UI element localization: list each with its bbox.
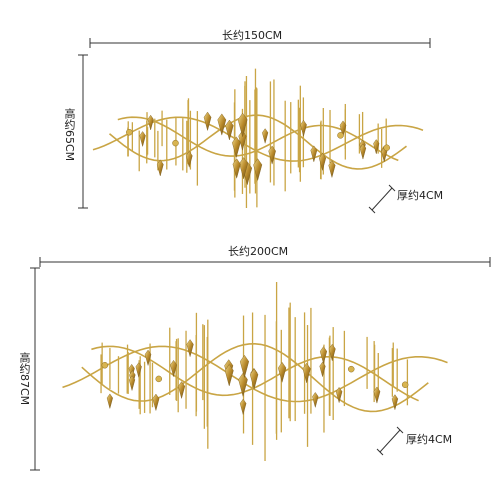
length-label: 长约150CM bbox=[222, 29, 283, 42]
crystal-drop bbox=[335, 386, 343, 404]
brass-bead bbox=[155, 375, 162, 383]
crystal-drop bbox=[170, 359, 177, 378]
crystal-drop bbox=[232, 136, 241, 159]
brass-bead bbox=[126, 129, 133, 136]
length-label: 长约200CM bbox=[228, 245, 289, 258]
crystal-drop bbox=[178, 381, 186, 400]
crystal-drop bbox=[319, 346, 328, 365]
crystal-drop bbox=[135, 362, 142, 379]
brass-bead bbox=[348, 365, 355, 373]
crystal-drop bbox=[239, 354, 250, 379]
brass-bead bbox=[383, 144, 390, 151]
crystal-drop bbox=[319, 361, 326, 378]
thickness-label: 厚约4CM bbox=[397, 189, 444, 202]
crystal-drop bbox=[328, 343, 336, 362]
brass-wave bbox=[117, 116, 399, 162]
brass-wave bbox=[81, 342, 429, 413]
crystal-drop bbox=[147, 114, 154, 131]
crystal-drop bbox=[232, 158, 241, 179]
crystal-drop bbox=[217, 113, 227, 136]
crystal-drop bbox=[391, 394, 399, 411]
crystal-drop bbox=[186, 339, 194, 358]
crystal-drop bbox=[253, 158, 263, 182]
brass-wave bbox=[62, 345, 448, 403]
crystal-drop bbox=[312, 392, 319, 409]
brass-bead bbox=[101, 362, 109, 369]
dimension-lines bbox=[30, 38, 491, 471]
crystal-drop bbox=[300, 119, 307, 137]
thickness-end bbox=[376, 448, 384, 456]
height-label: 高约65CM bbox=[63, 108, 76, 162]
thickness-end bbox=[388, 184, 396, 192]
thickness-line bbox=[379, 429, 401, 453]
brass-bead bbox=[172, 139, 179, 147]
crystal-drop bbox=[268, 145, 276, 165]
crystal-drop bbox=[185, 150, 193, 169]
crystal-drop bbox=[373, 386, 381, 404]
crystal-drop bbox=[139, 131, 146, 148]
brass-bead bbox=[401, 381, 409, 388]
crystal-drop bbox=[310, 145, 318, 163]
crystal-drop bbox=[156, 159, 164, 177]
crystal-drop bbox=[238, 372, 248, 398]
crystal-drop bbox=[152, 393, 160, 412]
crystal-drop bbox=[262, 128, 269, 144]
brass-wave bbox=[92, 116, 424, 162]
crystal-drop bbox=[225, 119, 234, 141]
brass-bead bbox=[337, 132, 344, 139]
crystal-drop bbox=[237, 112, 248, 138]
height-label: 高约87CM bbox=[18, 352, 31, 406]
crystal-drop bbox=[249, 368, 259, 390]
crystal-drop bbox=[318, 152, 327, 172]
crystal-drop bbox=[128, 375, 136, 392]
crystal-drop bbox=[359, 143, 367, 160]
crystal-drop bbox=[238, 130, 247, 151]
crystal-drop bbox=[239, 157, 248, 180]
crystal-drop bbox=[224, 364, 234, 387]
crystal-drop bbox=[302, 362, 311, 384]
crystal-drop bbox=[106, 393, 113, 410]
crystal-drop bbox=[328, 160, 336, 179]
crystal-drop bbox=[239, 398, 247, 416]
brass-wave bbox=[108, 114, 407, 170]
crystal-drop bbox=[203, 111, 212, 132]
crystal-drop bbox=[373, 139, 380, 155]
crystal-drop bbox=[144, 349, 152, 367]
crystal-drop bbox=[278, 361, 287, 384]
thickness-label: 厚约4CM bbox=[406, 433, 453, 446]
thickness-end bbox=[368, 206, 376, 214]
thickness-line bbox=[371, 187, 393, 211]
thickness-end bbox=[396, 426, 404, 434]
